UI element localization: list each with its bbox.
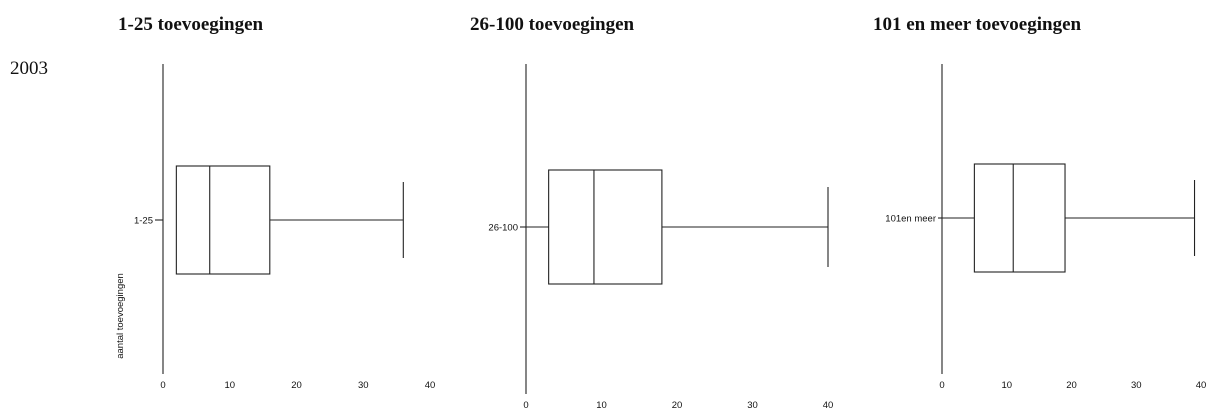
- chart-3-x-tick-label: 20: [1066, 380, 1077, 391]
- chart-3-x-tick-label: 40: [1196, 380, 1207, 391]
- chart-3-x-tick-label: 0: [939, 380, 944, 391]
- chart-1-x-tick-label: 10: [224, 380, 235, 391]
- chart-2-box: [548, 169, 663, 285]
- chart-2-category-label: 26-100: [488, 223, 518, 234]
- chart-3-box: [973, 163, 1066, 273]
- chart-1-title: 1-25 toevoegingen: [118, 14, 264, 35]
- chart-3-x-tick-label: 10: [1001, 380, 1012, 391]
- chart-1-x-tick-label: 0: [160, 380, 165, 391]
- chart-1-x-tick-label: 20: [291, 380, 302, 391]
- chart-1-x-tick-label: 40: [425, 380, 436, 391]
- chart-1-box: [175, 165, 271, 275]
- chart-1-x-tick-label: 30: [358, 380, 369, 391]
- chart-2-x-tick-label: 0: [523, 400, 528, 408]
- chart-2-x-tick-label: 30: [747, 400, 758, 408]
- chart-3-category-label: 101en meer: [885, 214, 936, 225]
- chart-1-category-label: 1-25: [134, 216, 153, 227]
- chart-2-x-tick-label: 20: [672, 400, 683, 408]
- chart-1-y-axis-label: aantal toevoegingen: [115, 273, 126, 359]
- chart-2-title: 26-100 toevoegingen: [470, 14, 635, 35]
- chart-3-title: 101 en meer toevoegingen: [873, 14, 1082, 35]
- year-label: 2003: [10, 58, 48, 79]
- chart-2-x-tick-label: 10: [596, 400, 607, 408]
- chart-2-x-tick-label: 40: [823, 400, 834, 408]
- chart-3-x-tick-label: 30: [1131, 380, 1142, 391]
